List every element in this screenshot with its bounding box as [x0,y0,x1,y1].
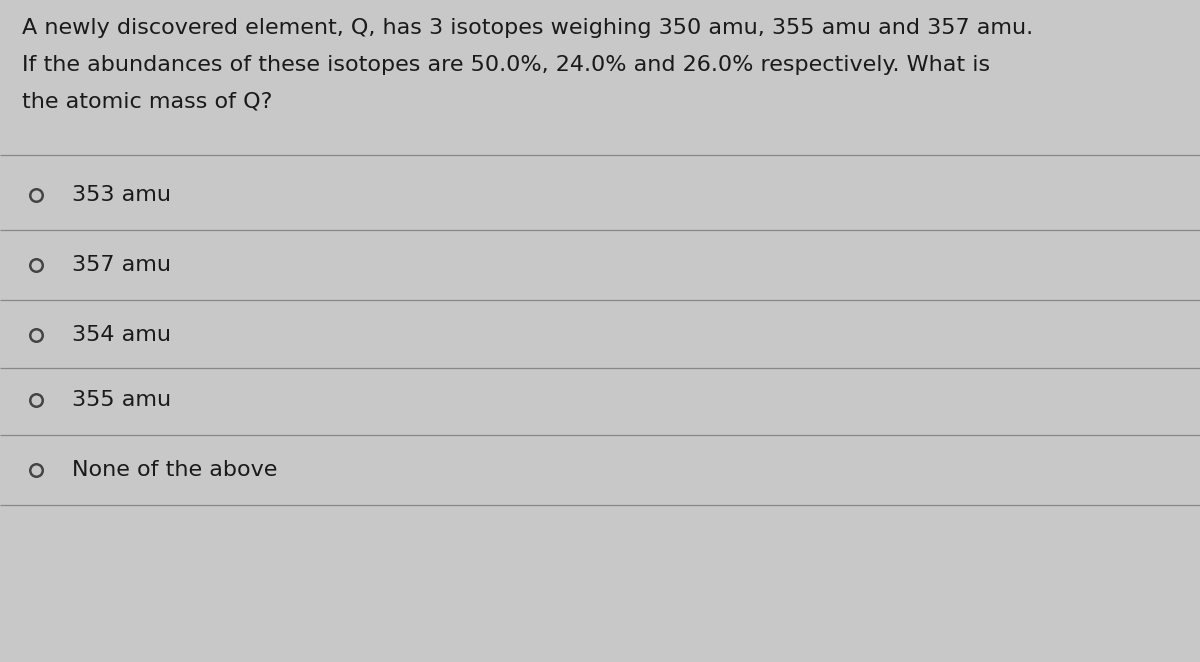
Text: 354 amu: 354 amu [72,325,172,345]
Text: If the abundances of these isotopes are 50.0%, 24.0% and 26.0% respectively. Wha: If the abundances of these isotopes are … [22,55,990,75]
Text: 355 amu: 355 amu [72,390,172,410]
Text: 353 amu: 353 amu [72,185,172,205]
Text: A newly discovered element, Q, has 3 isotopes weighing 350 amu, 355 amu and 357 : A newly discovered element, Q, has 3 iso… [22,18,1033,38]
Text: None of the above: None of the above [72,460,277,480]
Text: 357 amu: 357 amu [72,255,172,275]
Text: the atomic mass of Q?: the atomic mass of Q? [22,92,272,112]
